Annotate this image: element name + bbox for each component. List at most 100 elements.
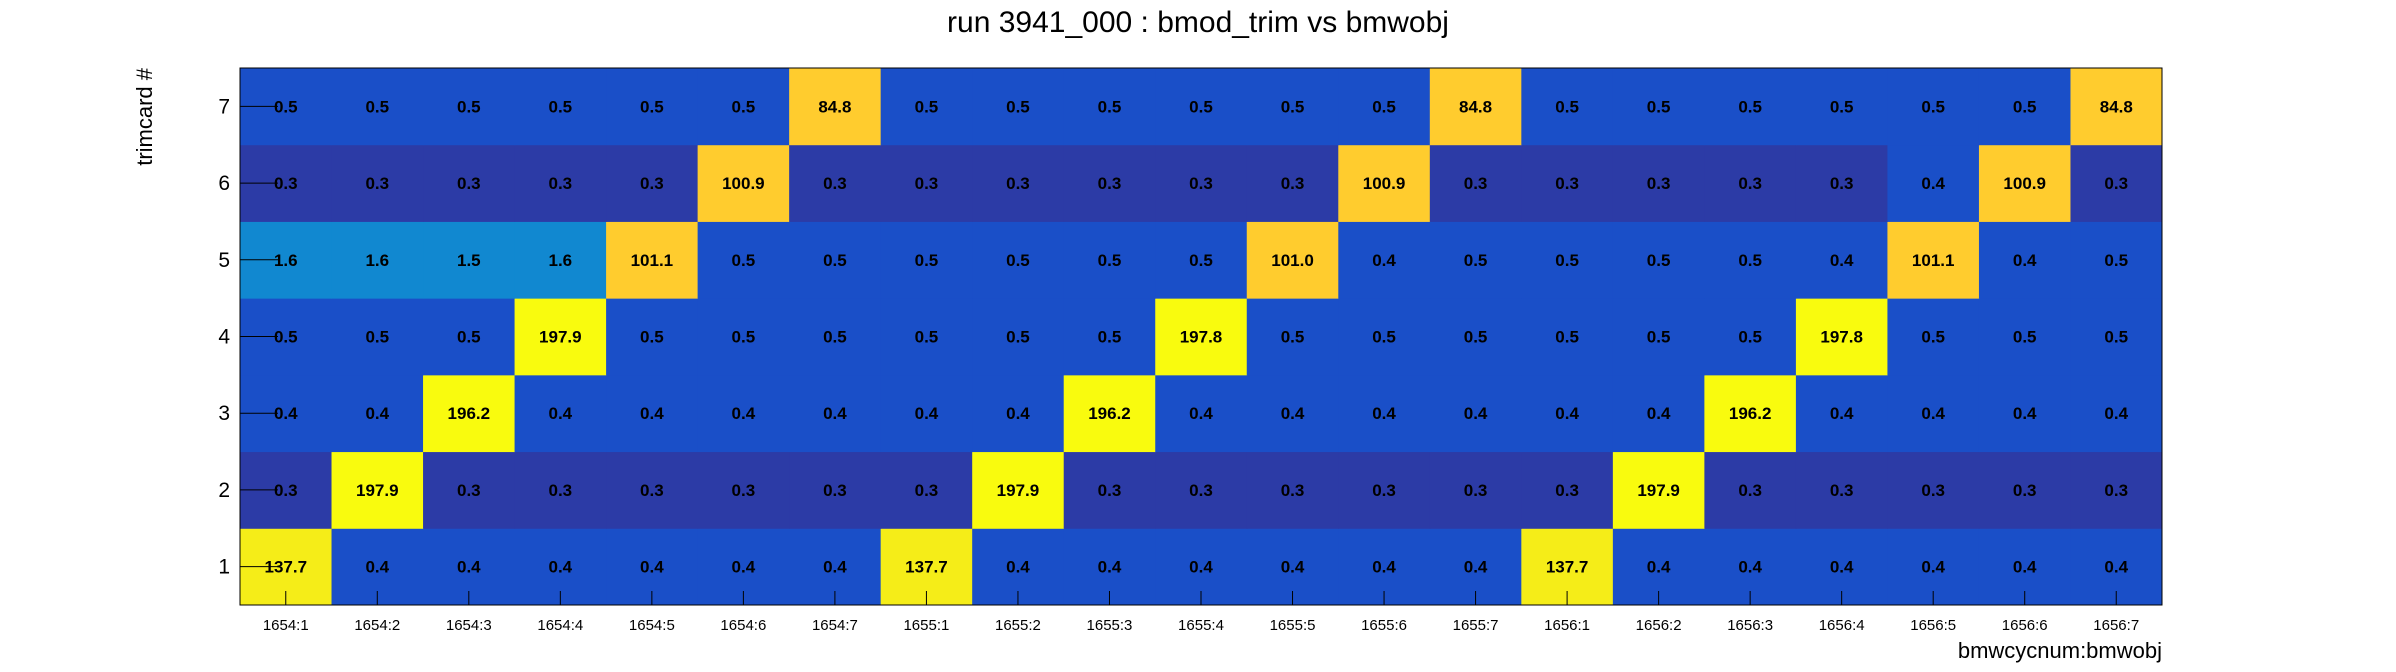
heatmap-cell: [1429, 68, 1522, 146]
cell-value-label: 0.5: [1189, 97, 1213, 116]
cell-value-label: 0.3: [823, 481, 847, 500]
x-axis-ticks: 1654:1 1654:2 1654:3 1654:4 1654:5 1654:6 1654…: [263, 591, 2139, 634]
cell-value-label: 0.3: [549, 481, 573, 500]
x-tick-label: 1655:4: [1178, 617, 1224, 634]
x-tick-label: 1656:4: [1819, 617, 1865, 634]
cell-value-label: 0.4: [1921, 174, 1945, 193]
x-tick-label: 1656:6: [2002, 617, 2048, 634]
heatmap-cell: [331, 144, 424, 222]
heatmap-cell: [1521, 144, 1614, 222]
cell-value-label: 197.9: [356, 481, 399, 500]
cell-value-label: 0.3: [1098, 481, 1122, 500]
heatmap-cell: [606, 374, 699, 453]
cell-value-label: 1.6: [274, 251, 298, 270]
heatmap-cell: [1521, 221, 1614, 299]
cell-value-label: 0.4: [1647, 558, 1671, 577]
heatmap-cell: [1978, 298, 2071, 376]
cell-value-label: 0.3: [2104, 174, 2128, 193]
cell-value-label: 0.5: [915, 328, 939, 347]
cell-value-label: 0.4: [549, 404, 573, 423]
cell-value-label: 0.4: [1281, 404, 1305, 423]
cell-value-label: 0.4: [549, 558, 573, 577]
heatmap-cell: [972, 68, 1065, 146]
cell-value-label: 0.4: [365, 558, 389, 577]
cell-value-label: 0.5: [274, 97, 298, 116]
cell-value-label: 0.3: [1006, 174, 1030, 193]
cell-value-label: 0.5: [1372, 97, 1396, 116]
heatmap-cell: [697, 374, 790, 453]
cell-value-label: 0.3: [1098, 174, 1122, 193]
y-tick-label: 3: [218, 402, 230, 425]
cell-value-label: 197.9: [997, 481, 1040, 500]
cell-value-label: 0.4: [1830, 404, 1854, 423]
cell-value-label: 0.3: [1281, 174, 1305, 193]
heatmap-cell: [1887, 68, 1980, 146]
heatmap-cell: [1246, 374, 1339, 453]
cell-value-label: 0.3: [1464, 481, 1488, 500]
x-tick-label: 1654:3: [446, 617, 492, 634]
cell-value-label: 0.5: [1555, 251, 1579, 270]
cell-value-label: 197.8: [1820, 328, 1863, 347]
cell-value-label: 0.5: [274, 328, 298, 347]
cell-value-label: 0.3: [1189, 174, 1213, 193]
cell-value-label: 0.3: [732, 481, 756, 500]
heatmap-cell: [880, 374, 973, 453]
heatmap-cell: [423, 68, 516, 146]
heatmap-cell: [789, 298, 882, 376]
heatmap-cell: [331, 221, 424, 299]
cell-value-label: 197.9: [539, 328, 582, 347]
x-tick-label: 1655:6: [1361, 617, 1407, 634]
cell-value-label: 0.3: [1281, 481, 1305, 500]
heatmap-cell: [880, 144, 973, 222]
cell-value-label: 0.4: [640, 404, 664, 423]
heatmap-cell: [1704, 374, 1797, 453]
heatmap-cell: [1887, 451, 1980, 529]
heatmap-cell: [1429, 221, 1522, 299]
y-tick-label: 2: [218, 479, 230, 502]
cell-value-label: 0.4: [732, 558, 756, 577]
cell-value-label: 0.5: [1098, 97, 1122, 116]
cell-value-label: 0.4: [2013, 251, 2037, 270]
cell-value-label: 101.1: [1912, 251, 1955, 270]
y-tick-label: 7: [218, 95, 230, 118]
heatmap-cell: [1155, 298, 1248, 376]
heatmap-cell: [514, 374, 607, 453]
cell-value-label: 0.4: [365, 404, 389, 423]
cell-value-label: 137.7: [905, 558, 948, 577]
cell-value-label: 84.8: [2100, 97, 2133, 116]
cell-value-label: 137.7: [264, 558, 307, 577]
cell-value-label: 0.4: [1464, 558, 1488, 577]
cell-value-label: 0.5: [732, 328, 756, 347]
cell-value-label: 1.5: [457, 251, 481, 270]
cell-value-label: 0.5: [1006, 97, 1030, 116]
heatmap-cell: [1155, 144, 1248, 222]
cell-value-label: 0.3: [2104, 481, 2128, 500]
heatmap-cell: [789, 221, 882, 299]
cell-value-label: 1.6: [549, 251, 573, 270]
heatmap-cell: [972, 144, 1065, 222]
heatmap-cell: [514, 298, 607, 376]
heatmap-cell: [697, 144, 790, 222]
cell-value-label: 0.5: [1555, 328, 1579, 347]
cell-value-label: 196.2: [1729, 404, 1772, 423]
cell-value-label: 0.4: [2013, 558, 2037, 577]
heatmap-cell: [1429, 298, 1522, 376]
cell-value-label: 0.5: [2104, 251, 2128, 270]
cell-value-label: 0.5: [1738, 97, 1762, 116]
x-tick-label: 1655:5: [1270, 617, 1316, 634]
heatmap-cell: [1338, 221, 1431, 299]
cell-value-label: 0.4: [1738, 558, 1762, 577]
heatmap-cell: [1795, 374, 1888, 453]
cell-value-label: 0.4: [1006, 404, 1030, 423]
heatmap-cell: [606, 298, 699, 376]
cell-value-label: 0.5: [1281, 328, 1305, 347]
heatmap-cell: [1978, 221, 2071, 299]
heatmap-cell: [1887, 374, 1980, 453]
heatmap-cell: [1338, 374, 1431, 453]
cell-value-label: 0.3: [1921, 481, 1945, 500]
heatmap-cell: [1521, 298, 1614, 376]
cell-value-label: 0.5: [2013, 97, 2037, 116]
cell-value-label: 0.5: [1647, 251, 1671, 270]
y-tick-label: 6: [218, 172, 230, 195]
y-axis-label: trimcard #: [132, 67, 157, 166]
